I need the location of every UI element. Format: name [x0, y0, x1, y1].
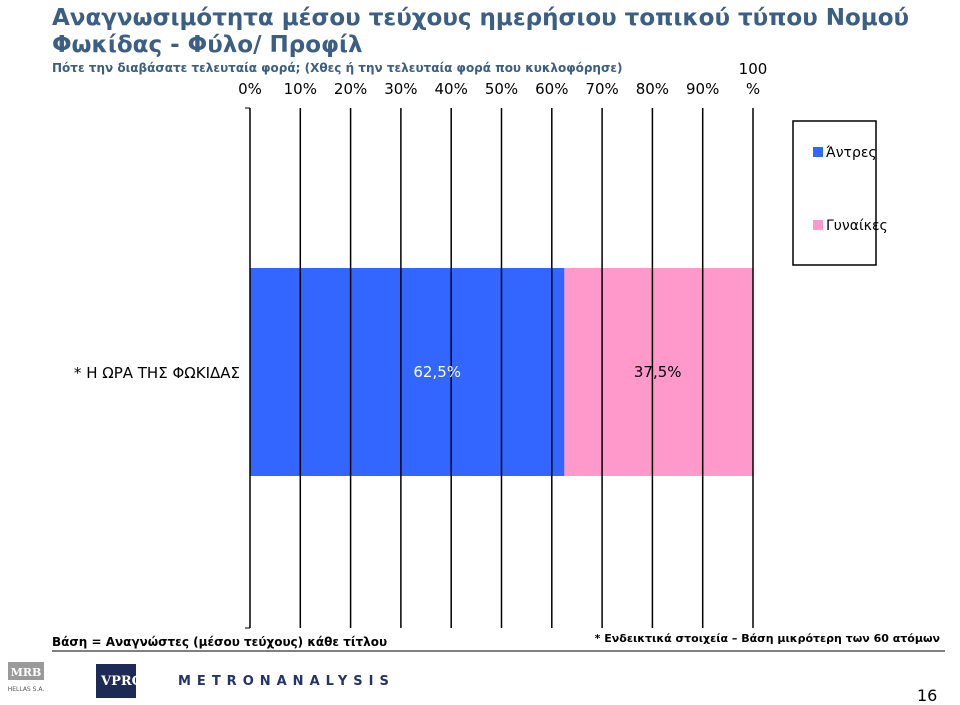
bar-women	[564, 268, 753, 476]
x-tick-label-100: 100	[739, 60, 768, 78]
x-tick-label-100-percent: %	[746, 80, 760, 98]
footnote-base: Βάση = Αναγνώστες (μέσου τεύχους) κάθε τ…	[52, 635, 387, 649]
x-tick-label: 80%	[636, 80, 669, 98]
x-tick-label: 90%	[686, 80, 719, 98]
page-number: 16	[917, 686, 938, 705]
page-title-line1: Αναγνωσιμότητα μέσου τεύχους ημερήσιου τ…	[52, 5, 910, 31]
x-tick-label: 30%	[384, 80, 417, 98]
vprc-logo: VPRC	[96, 664, 142, 698]
bar-men	[250, 268, 565, 476]
legend-label-women: Γυναίκες	[826, 218, 888, 234]
chart-subtitle: Πότε την διαβάσατε τελευταία φορά; (Χθες…	[52, 61, 623, 75]
metronanalysis-logo: METRONANALYSIS	[178, 674, 395, 689]
x-tick-label: 0%	[238, 80, 262, 98]
data-label-men: 62,5%	[413, 363, 461, 381]
footnote-indicative: * Ενδεικτικά στοιχεία – Βάση μικρότερη τ…	[595, 632, 940, 645]
x-tick-label: 40%	[435, 80, 468, 98]
mrb-logo-subtext: HELLAS S.A.	[8, 686, 45, 693]
legend-swatch-women	[813, 220, 823, 230]
mrb-logo-block	[8, 662, 44, 680]
category-label: * Η ΩΡΑ ΤΗΣ ΦΩΚΙΔΑΣ	[74, 364, 240, 382]
legend-swatch-men	[813, 147, 823, 157]
legend-box	[792, 120, 877, 266]
x-tick-label: 50%	[485, 80, 518, 98]
x-tick-label: 70%	[585, 80, 618, 98]
x-tick-label: 20%	[334, 80, 367, 98]
page-title-line2: Φωκίδας - Φύλο/ Προφίλ	[52, 32, 363, 58]
vprc-logo-text: VPRC	[101, 674, 143, 689]
x-tick-label: 60%	[535, 80, 568, 98]
mrb-logo: MRB HELLAS S.A.	[6, 660, 46, 696]
legend-label-men: Άντρες	[826, 145, 877, 161]
data-label-women: 37,5%	[634, 363, 682, 381]
mrb-logo-text: MRB	[11, 666, 42, 679]
x-tick-label: 10%	[284, 80, 317, 98]
